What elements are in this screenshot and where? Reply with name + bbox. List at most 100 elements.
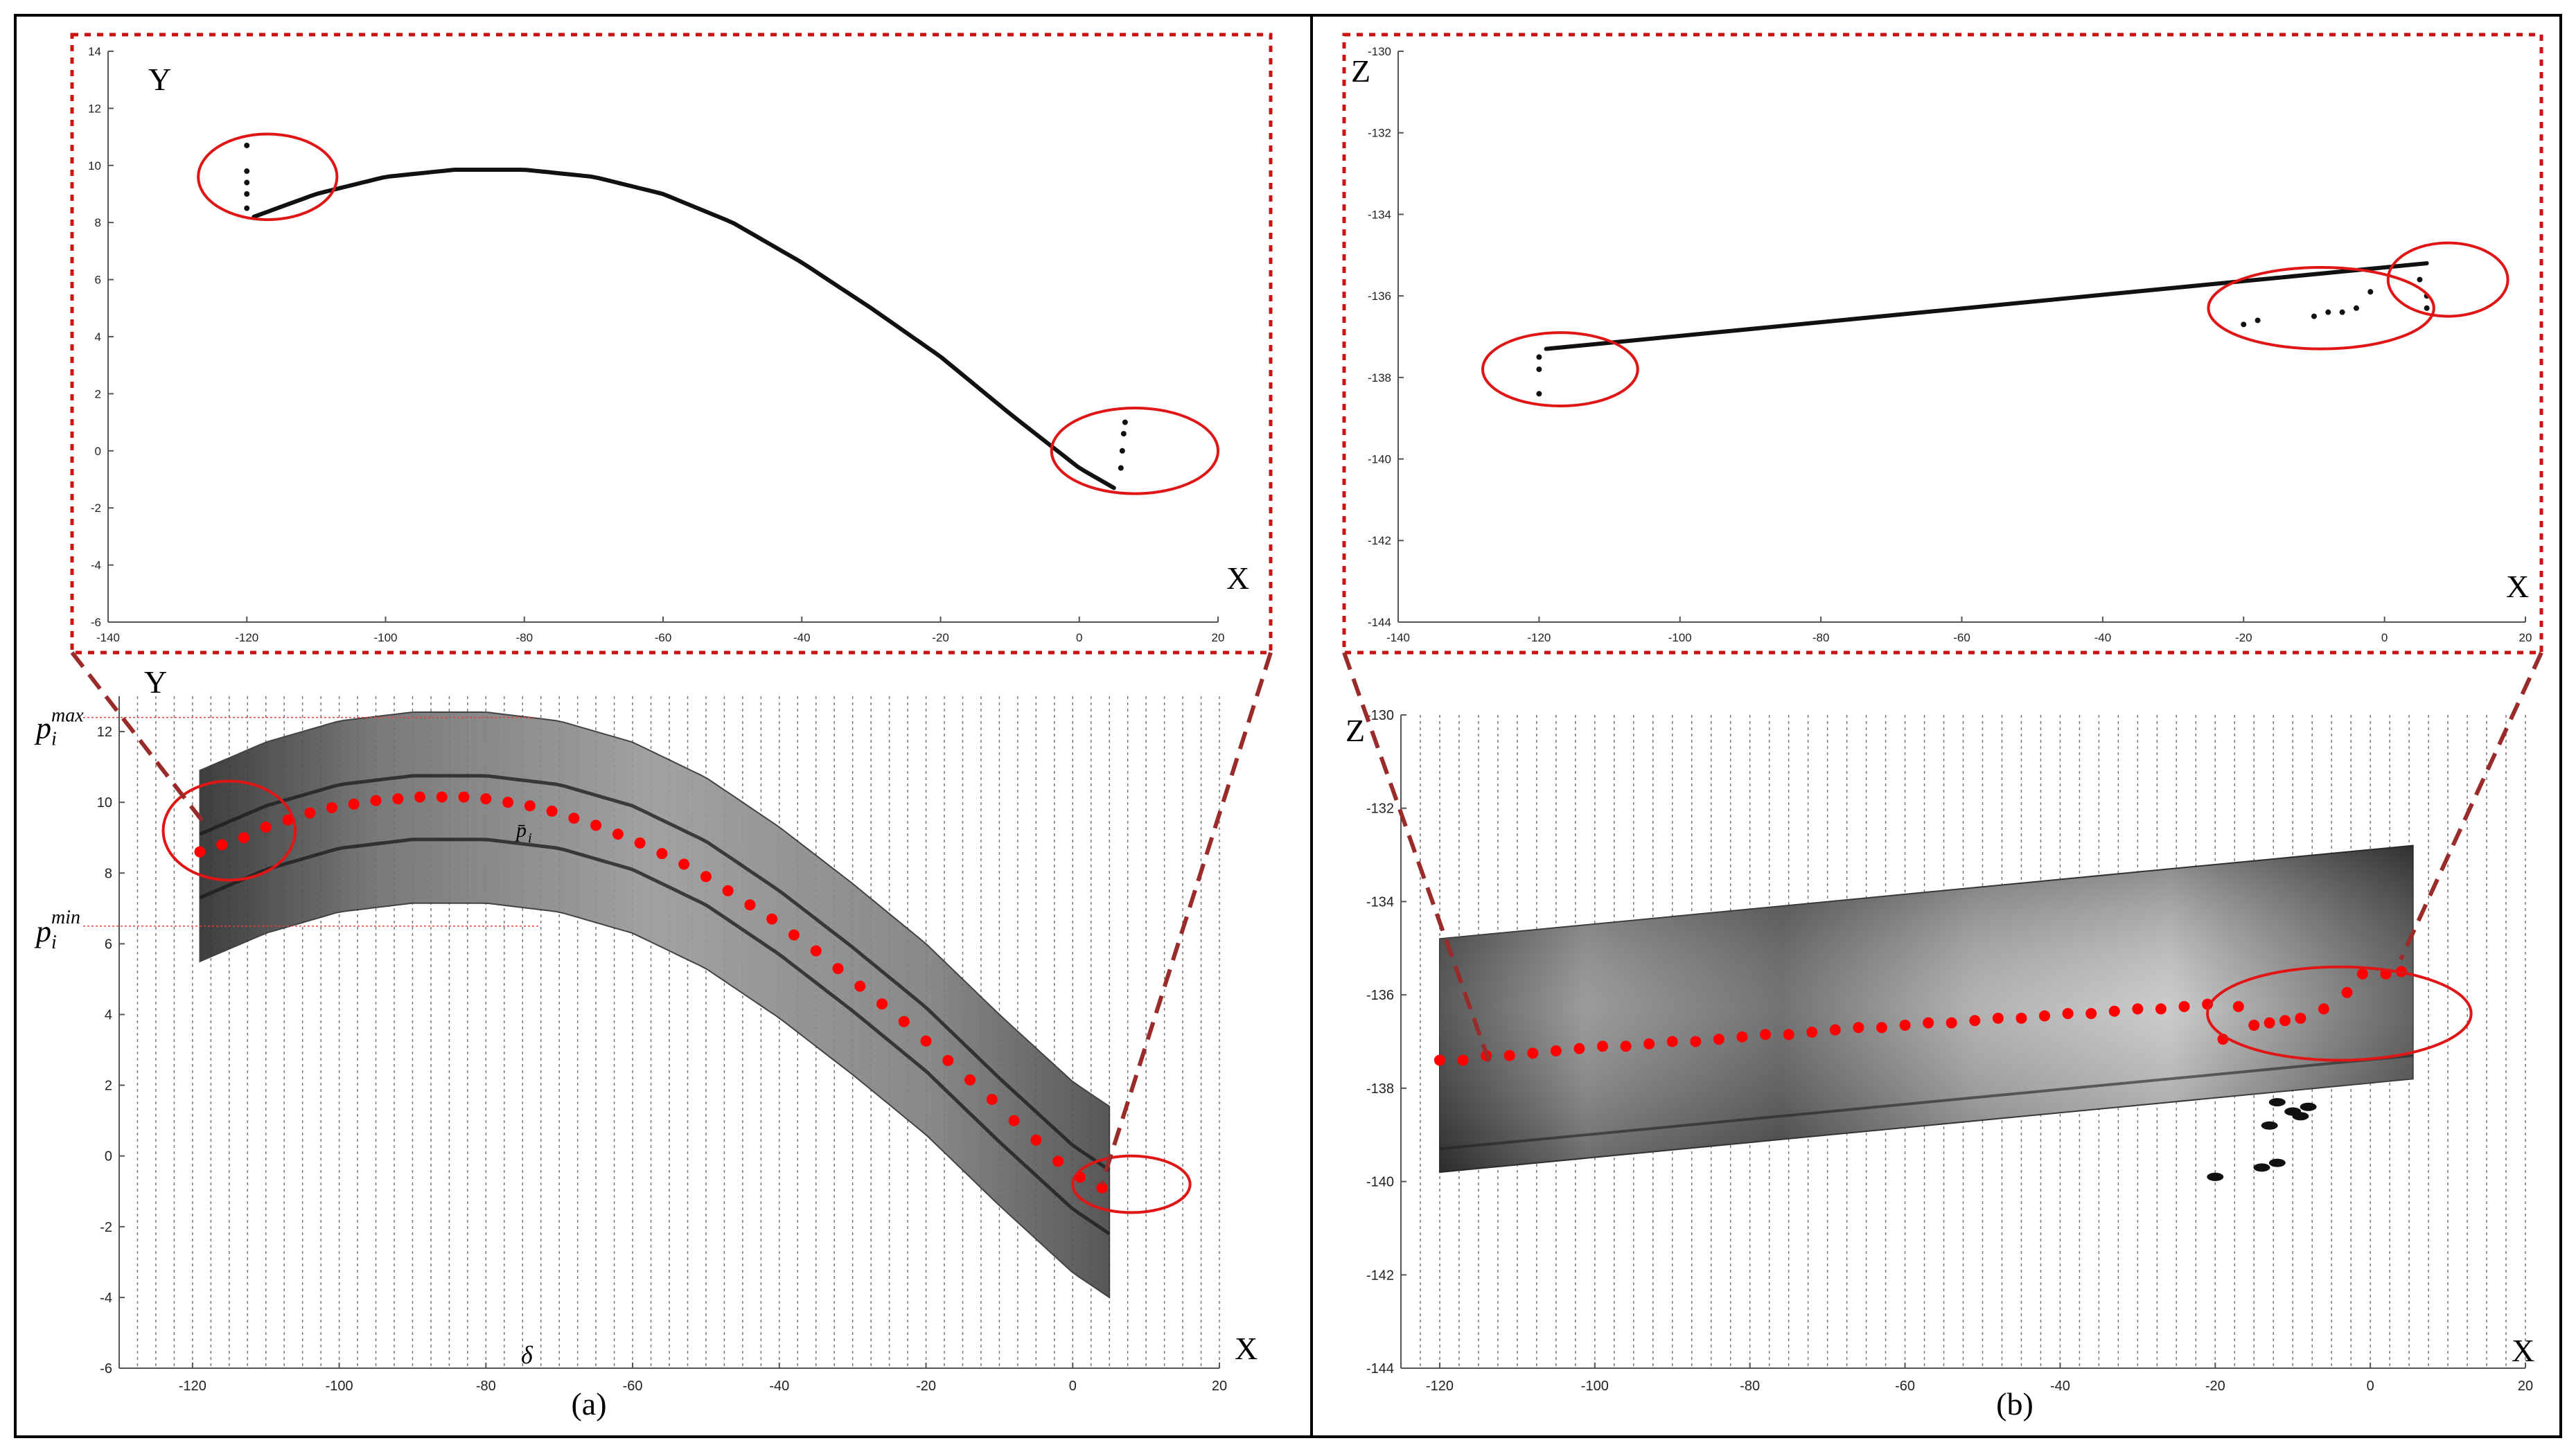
centerline-point bbox=[1829, 1024, 1841, 1036]
zoom-box-b bbox=[1342, 33, 2543, 655]
outlier-cluster bbox=[2253, 1163, 2270, 1172]
centerline-point bbox=[2062, 1008, 2074, 1020]
panel-b-top: -140 -120 -100 -80 -60 -40 -20 0 20 -144 -142 -140 -… bbox=[1351, 45, 2532, 644]
x-tick-label: -80 bbox=[1740, 1379, 1760, 1394]
outlier-circle bbox=[2207, 265, 2435, 351]
outlier-point bbox=[2424, 305, 2430, 311]
centerline-point bbox=[920, 1035, 932, 1047]
centerline-point bbox=[832, 963, 844, 975]
x-axis-label: X bbox=[1235, 1331, 1258, 1366]
caption-a: (a) bbox=[571, 1386, 606, 1422]
p-max-label: p bbox=[34, 711, 51, 745]
centerline-point bbox=[436, 791, 448, 803]
centerline-point bbox=[1052, 1156, 1064, 1167]
centerline-point bbox=[1946, 1017, 1957, 1029]
panel-b-bottom: -120 -100 -80 -60 -40 -20 0 20 -144 -142 -140 -138 -… bbox=[1346, 708, 2534, 1422]
outlier-cluster bbox=[2292, 1112, 2309, 1121]
y-tick-label: -140 bbox=[1368, 453, 1391, 466]
delta-label: δ bbox=[521, 1341, 533, 1369]
centerline-point bbox=[986, 1094, 998, 1105]
outlier-point bbox=[2417, 276, 2423, 283]
y-tick-label: -2 bbox=[91, 502, 101, 515]
centerline-point bbox=[744, 899, 756, 911]
centerline-point bbox=[1876, 1022, 1887, 1034]
centerline-point bbox=[546, 805, 558, 817]
zoom-connector-a-right bbox=[1100, 652, 1273, 1185]
centerline-point bbox=[2248, 1019, 2260, 1031]
centerline-point bbox=[1096, 1182, 1108, 1194]
centerline-point bbox=[2039, 1010, 2051, 1022]
outlier-point bbox=[1536, 366, 1542, 373]
centerline-point bbox=[1597, 1041, 1609, 1052]
p-min-sup: min bbox=[51, 907, 80, 928]
p-max-sub: i bbox=[51, 729, 57, 750]
centerline-point bbox=[238, 832, 249, 844]
y-tick-label: -142 bbox=[1368, 534, 1391, 547]
x-tick-label: -80 bbox=[1812, 631, 1830, 644]
y-tick-label: 0 bbox=[105, 1149, 112, 1165]
centerline-point bbox=[304, 807, 316, 819]
y-tick-label: 6 bbox=[95, 274, 101, 287]
y-tick-label: -138 bbox=[1368, 371, 1391, 384]
centerline-point bbox=[656, 848, 668, 860]
outlier-point bbox=[1536, 354, 1542, 360]
outlier-point bbox=[244, 191, 250, 197]
outlier-point bbox=[244, 205, 250, 211]
centerline-point bbox=[1527, 1047, 1539, 1059]
p-bar-sub: i bbox=[528, 831, 532, 846]
centerline-point bbox=[1666, 1036, 1678, 1047]
x-tick-label: -60 bbox=[623, 1379, 643, 1394]
y-tick-label: -144 bbox=[1368, 616, 1391, 629]
centerline-point bbox=[1008, 1115, 1020, 1126]
x-tick-label: -20 bbox=[2235, 631, 2252, 644]
centerline-point bbox=[766, 913, 778, 925]
centerline-point bbox=[1992, 1012, 2004, 1024]
outlier-circle bbox=[2386, 241, 2509, 318]
y-tick-label: -6 bbox=[100, 1361, 112, 1376]
y-tick-label: 4 bbox=[95, 330, 101, 344]
outlier-cluster bbox=[2261, 1121, 2278, 1130]
x-tick-label: -80 bbox=[515, 631, 533, 644]
centerline-point bbox=[1713, 1034, 1724, 1045]
centerline-point bbox=[2341, 986, 2353, 998]
x-tick-label: -100 bbox=[1668, 631, 1692, 644]
y-tick-label: 8 bbox=[105, 866, 112, 881]
centerline-point bbox=[854, 980, 866, 992]
centerline-point bbox=[634, 837, 646, 849]
outlier-point bbox=[2353, 305, 2359, 311]
outlier-point bbox=[1119, 448, 1125, 454]
x-tick-label: -120 bbox=[179, 1379, 206, 1394]
y-tick-label: 8 bbox=[95, 216, 101, 229]
y-tick-label: -142 bbox=[1366, 1268, 1394, 1283]
panel-a-bottom: -120 -100 -80 -60 -40 -20 0 20-6-4-2024681012YX… bbox=[34, 664, 1258, 1422]
y-tick-label: -144 bbox=[1366, 1361, 1394, 1376]
x-tick-label: -120 bbox=[235, 631, 258, 644]
outlier-cluster bbox=[2268, 1158, 2286, 1167]
centerline-point bbox=[260, 821, 272, 833]
y-axis-label: Z bbox=[1351, 53, 1370, 89]
centerline-point bbox=[1573, 1043, 1585, 1054]
centerline-point bbox=[2356, 968, 2368, 980]
centerline-point bbox=[1853, 1022, 1864, 1034]
outlier-point bbox=[2339, 309, 2345, 315]
centerline-point bbox=[348, 798, 360, 810]
outlier-point bbox=[1122, 419, 1128, 425]
y-tick-label: 6 bbox=[105, 937, 112, 952]
outlier-point bbox=[244, 142, 250, 148]
outlier-point bbox=[2255, 317, 2261, 324]
y-tick-label: -130 bbox=[1366, 708, 1394, 723]
centerline-point bbox=[2085, 1008, 2097, 1020]
centerline-point bbox=[2264, 1017, 2275, 1029]
x-tick-label: -60 bbox=[655, 631, 672, 644]
centerline-point bbox=[590, 820, 602, 831]
x-tick-label: 0 bbox=[1076, 631, 1082, 644]
centerline-point bbox=[942, 1054, 954, 1066]
outlier-point bbox=[2241, 321, 2247, 328]
panel-a-top: -140 -120 -100 -80 -60 -40 -20 0 20-6-4-20246810… bbox=[88, 45, 1249, 644]
centerline-point bbox=[1690, 1036, 1702, 1047]
centerline-point bbox=[458, 791, 470, 803]
centerline-point bbox=[1503, 1050, 1515, 1061]
y-tick-label: 10 bbox=[97, 795, 112, 811]
centerline-point bbox=[612, 829, 624, 840]
x-tick-label: -60 bbox=[1953, 631, 1970, 644]
